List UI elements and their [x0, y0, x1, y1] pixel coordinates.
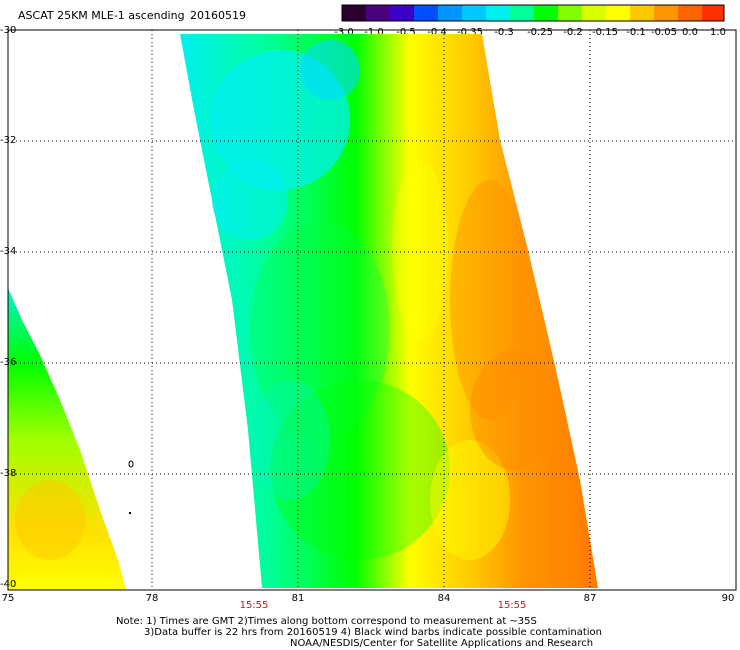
x-tick-label: 90: [721, 593, 735, 604]
colorbar-swatch: [630, 5, 654, 21]
colorbar-label: -0.4: [427, 27, 447, 38]
colorbar-label: -0.5: [396, 27, 416, 38]
colorbar-swatch: [486, 5, 510, 21]
map-grid: [8, 30, 736, 590]
x-tick-label: 75: [1, 593, 15, 604]
colorbar-swatch: [438, 5, 462, 21]
map-date: 20160519: [190, 9, 246, 22]
footnote-line: Note: 1) Times are GMT 2)Times along bot…: [116, 616, 537, 627]
y-tick-label: -34: [0, 246, 17, 257]
colorbar-label: -1.0: [364, 27, 384, 38]
y-tick-label: -30: [0, 25, 17, 36]
colorbar-label: -0.3: [494, 27, 514, 38]
colorbar-swatch: [366, 5, 390, 21]
colorbar-label: -0.25: [527, 27, 553, 38]
x-tick-label: 78: [145, 593, 159, 604]
pass-time-label: 15:55: [239, 600, 269, 611]
footnote-line: 3)Data buffer is 22 hrs from 20160519 4)…: [144, 627, 602, 638]
colorbar-label: -0.35: [457, 27, 483, 38]
colorbar-swatch: [678, 5, 702, 21]
colorbar-label: -0.15: [592, 27, 618, 38]
colorbar-swatch: [414, 5, 438, 21]
colorbar-label: -3.0: [334, 27, 354, 38]
colorbar-swatch: [534, 5, 558, 21]
colorbar-swatch: [510, 5, 534, 21]
map-title: ASCAT 25KM MLE-1 ascending: [18, 9, 185, 22]
colorbar-label: -0.05: [651, 27, 677, 38]
island-mark: [128, 460, 134, 468]
colorbar-swatch: [702, 5, 724, 21]
colorbar-swatch: [558, 5, 582, 21]
swath-left: [8, 288, 126, 590]
colorbar-swatch: [342, 5, 366, 21]
pass-time-label: 15:55: [497, 600, 527, 611]
y-tick-label: -40: [0, 579, 17, 590]
island-mark: [129, 512, 131, 514]
x-tick-label: 84: [437, 593, 451, 604]
colorbar-swatch: [606, 5, 630, 21]
y-tick-label: -36: [0, 357, 17, 368]
colorbar-label: -0.2: [563, 27, 583, 38]
colorbar-label: 0.0: [682, 27, 698, 38]
footnote-credit: NOAA/NESDIS/Center for Satellite Applica…: [290, 638, 594, 649]
colorbar: [341, 4, 725, 22]
colorbar-label: 1.0: [710, 27, 726, 38]
colorbar-label: -0.1: [626, 27, 646, 38]
x-tick-label: 87: [583, 593, 597, 604]
y-tick-label: -38: [0, 468, 17, 479]
y-tick-label: -32: [0, 135, 17, 146]
swath-main: [180, 34, 598, 588]
colorbar-swatch: [462, 5, 486, 21]
x-tick-label: 81: [291, 593, 305, 604]
colorbar-swatch: [390, 5, 414, 21]
plot-frame: [7, 29, 737, 591]
colorbar-swatch: [582, 5, 606, 21]
colorbar-swatch: [654, 5, 678, 21]
